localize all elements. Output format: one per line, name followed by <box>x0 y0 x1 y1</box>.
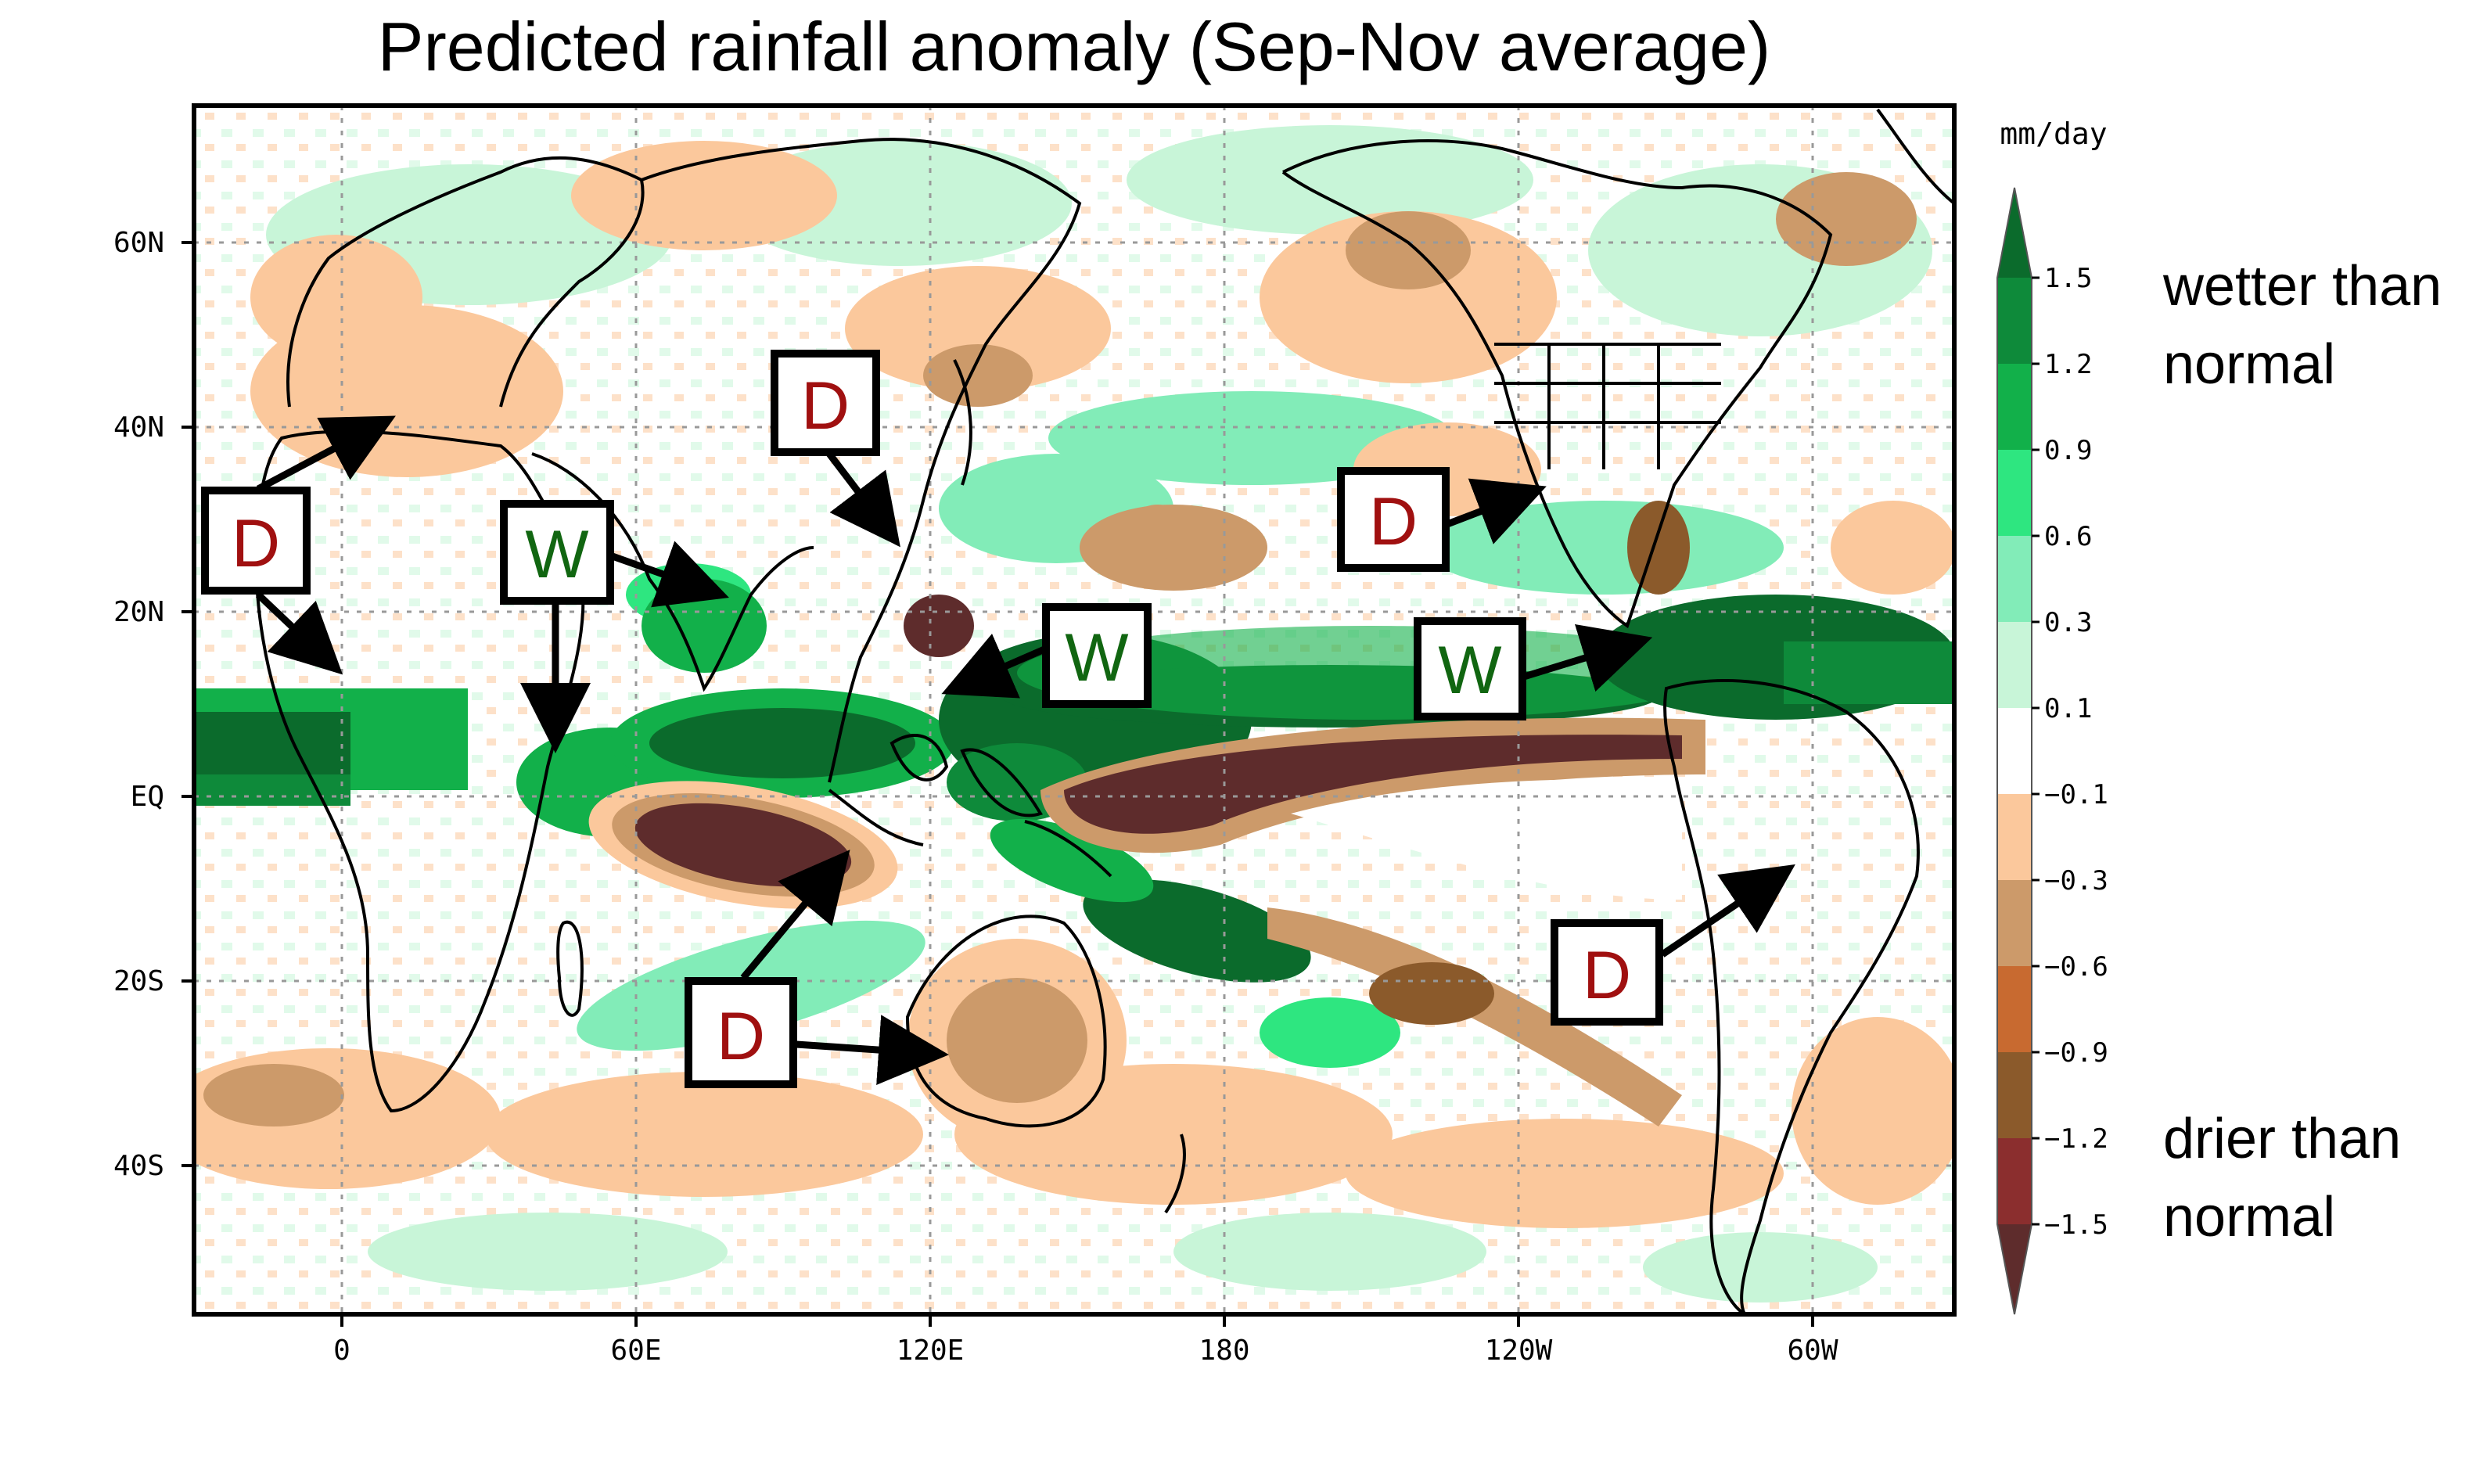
dry-marker-text: D <box>801 368 850 444</box>
colorbar-swatch <box>1997 278 2032 364</box>
map-frame <box>192 103 1957 1317</box>
colorbar-tick-label: 0.3 <box>2044 607 2092 638</box>
arrow <box>256 415 396 492</box>
lat-tick-label: 60N <box>113 227 164 259</box>
wet-marker-text: W <box>525 517 588 592</box>
colorbar-swatch <box>1997 794 2032 880</box>
lat-tick-label: EQ <box>131 781 164 813</box>
dry-marker-text: D <box>717 999 765 1074</box>
colorbar-swatch <box>1997 966 2032 1052</box>
colorbar-swatch <box>1997 450 2032 536</box>
colorbar-swatch <box>1997 622 2032 708</box>
lat-tick-label: 40S <box>113 1150 164 1182</box>
arrow <box>609 541 729 608</box>
colorbar-swatch <box>1997 364 2032 450</box>
colorbar-tick-label: 1.5 <box>2044 263 2092 294</box>
colorbar-swatches <box>1996 187 2032 1315</box>
dry-marker-text: D <box>1369 484 1418 559</box>
arrow <box>255 591 343 675</box>
map-panel <box>192 103 1957 1317</box>
wet-marker-text: W <box>1065 620 1128 695</box>
colorbar-swatch <box>1997 188 2032 278</box>
dry-marker-west-africa: D <box>201 487 311 595</box>
lon-tick-label: 120W <box>1485 1335 1553 1367</box>
wet-marker-central-america: W <box>1414 617 1526 720</box>
colorbar-swatch <box>1997 1138 2032 1224</box>
lat-tick-label: 20S <box>113 965 164 997</box>
dry-label-line2: normal <box>2163 1186 2335 1249</box>
arrow <box>1522 624 1653 692</box>
annotation-boxes: D W D W D D W D <box>201 350 1663 1088</box>
arrow <box>1660 864 1795 958</box>
figure-title: Predicted rainfall anomaly (Sep-Nov aver… <box>378 8 1770 85</box>
anomaly-field <box>194 106 1954 1314</box>
dry-marker-text: D <box>232 506 280 581</box>
wet-marker-maritime-continent: W <box>1042 603 1152 708</box>
arrow <box>1446 478 1547 544</box>
colorbar: mm/day 1.5 1.2 0.9 0.6 0.3 0.1 −0.1 −0.3 −0.6 −0.… <box>1996 117 2442 1315</box>
colorbar-tick-label: −0.6 <box>2044 951 2108 983</box>
dry-marker-indian-ocean: D <box>685 977 797 1088</box>
longitude-axis: 0 60E 120E 180 120W 60W <box>333 1314 1838 1367</box>
lat-tick-label: 40N <box>113 411 164 444</box>
arrow <box>740 850 850 980</box>
colorbar-tick-labels: 1.5 1.2 0.9 0.6 0.3 0.1 −0.1 −0.3 −0.6 −0.9 −1.2 −1… <box>2032 263 2108 1241</box>
wet-label-line2: normal <box>2163 333 2335 396</box>
lon-tick-label: 0 <box>333 1335 350 1367</box>
arrow <box>941 634 1046 699</box>
arrow <box>796 1015 949 1086</box>
lat-tick-label: 20N <box>113 596 164 628</box>
colorbar-tick-label: −0.9 <box>2044 1037 2108 1069</box>
colorbar-tick-label: 0.6 <box>2044 521 2092 552</box>
colorbar-tick-label: 0.1 <box>2044 693 2092 724</box>
colorbar-swatch <box>1997 880 2032 966</box>
lon-tick-label: 120E <box>897 1335 965 1367</box>
wet-marker-text: W <box>1438 633 1501 708</box>
lon-tick-label: 180 <box>1199 1335 1249 1367</box>
lon-tick-label: 60E <box>610 1335 661 1367</box>
colorbar-tick-label: −0.1 <box>2044 779 2108 810</box>
colorbar-tick-label: 0.9 <box>2044 435 2092 466</box>
arrow <box>826 451 900 548</box>
colorbar-swatch <box>1997 1224 2032 1314</box>
colorbar-tick-label: −1.2 <box>2044 1123 2108 1155</box>
colorbar-swatch <box>1997 536 2032 622</box>
dry-marker-east-asia: D <box>771 350 880 456</box>
colorbar-tick-label: −0.3 <box>2044 865 2108 897</box>
colorbar-units: mm/day <box>2000 117 2107 151</box>
colorbar-swatch <box>1997 1052 2032 1138</box>
wet-marker-east-africa: W <box>500 500 614 605</box>
latitude-axis: 60N 40N 20N EQ 20S 40S <box>113 227 194 1182</box>
colorbar-tick-label: −1.5 <box>2044 1209 2108 1241</box>
wet-label-line1: wetter than <box>2162 255 2442 318</box>
dry-marker-south-america: D <box>1551 919 1663 1026</box>
annotation-arrows <box>255 415 1795 1086</box>
lon-tick-label: 60W <box>1787 1335 1838 1367</box>
dry-marker-text: D <box>1583 938 1631 1013</box>
dry-label-line1: drier than <box>2163 1108 2401 1170</box>
colorbar-swatch <box>1997 708 2032 794</box>
dry-marker-north-america: D <box>1337 467 1450 572</box>
colorbar-tick-label: 1.2 <box>2044 349 2092 380</box>
